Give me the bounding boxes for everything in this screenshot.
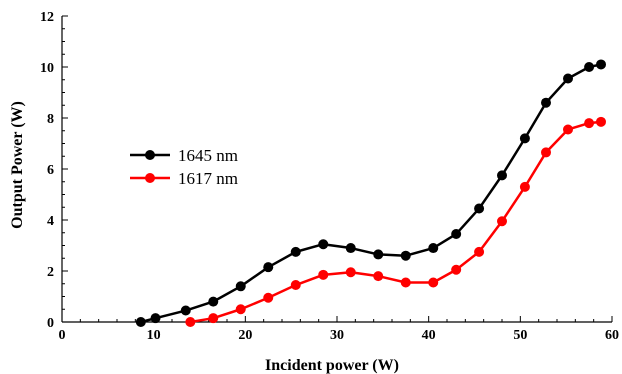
data-point (290, 280, 301, 291)
data-point (563, 124, 573, 135)
x-tick-label: 40 (422, 328, 436, 343)
data-point (474, 246, 485, 257)
data-point (373, 249, 384, 260)
data-point (318, 239, 329, 250)
data-point (263, 262, 274, 273)
data-point (497, 216, 507, 227)
data-point (474, 203, 485, 214)
data-point (318, 269, 329, 280)
series-1 (185, 116, 606, 327)
series-0 (135, 59, 606, 327)
data-point (400, 277, 411, 288)
x-axis-title: Incident power (W) (265, 357, 399, 374)
data-point (541, 97, 551, 108)
data-point (428, 243, 439, 254)
data-point (584, 118, 595, 129)
data-point (208, 296, 219, 307)
data-point (584, 62, 595, 72)
data-point (263, 292, 274, 303)
series-line (190, 120, 602, 324)
y-tick-label: 12 (40, 10, 54, 25)
data-point (596, 59, 606, 70)
data-point (451, 264, 462, 275)
data-point (180, 305, 191, 316)
data-point (345, 243, 356, 254)
y-tick-label: 10 (40, 61, 54, 76)
data-point (596, 116, 606, 127)
data-point (400, 250, 411, 261)
legend-label: 1645 nm (178, 146, 238, 165)
data-point (497, 170, 507, 181)
legend-marker (145, 173, 155, 183)
x-tick-label: 30 (330, 328, 344, 343)
legend-marker (145, 150, 155, 160)
x-tick-label: 60 (605, 328, 619, 343)
data-point (235, 304, 246, 315)
data-point (428, 277, 439, 288)
y-tick-label: 4 (47, 214, 54, 229)
y-tick-label: 2 (47, 265, 54, 280)
data-point (150, 313, 161, 324)
data-point (185, 317, 196, 327)
x-tick-label: 50 (513, 328, 527, 343)
y-tick-label: 8 (47, 112, 54, 127)
series-line (140, 63, 602, 324)
y-tick-label: 6 (47, 163, 54, 178)
x-tick-label: 0 (59, 328, 66, 343)
data-point (135, 317, 146, 327)
x-tick-label: 20 (238, 328, 252, 343)
data-point (208, 313, 219, 324)
data-point (563, 73, 573, 84)
series-layer (135, 59, 606, 327)
y-axis-title: Output Power (W) (9, 101, 26, 229)
data-point (519, 133, 530, 144)
data-point (451, 229, 462, 240)
data-point (345, 267, 356, 278)
legend-label: 1617 nm (178, 169, 238, 188)
data-point (235, 281, 246, 292)
data-point (290, 246, 301, 257)
legend: 1645 nm 1617 nm (130, 146, 238, 188)
data-point (541, 147, 551, 158)
data-point (519, 181, 530, 192)
data-point (373, 271, 384, 282)
y-tick-label: 0 (47, 316, 54, 331)
x-tick-label: 10 (147, 328, 161, 343)
